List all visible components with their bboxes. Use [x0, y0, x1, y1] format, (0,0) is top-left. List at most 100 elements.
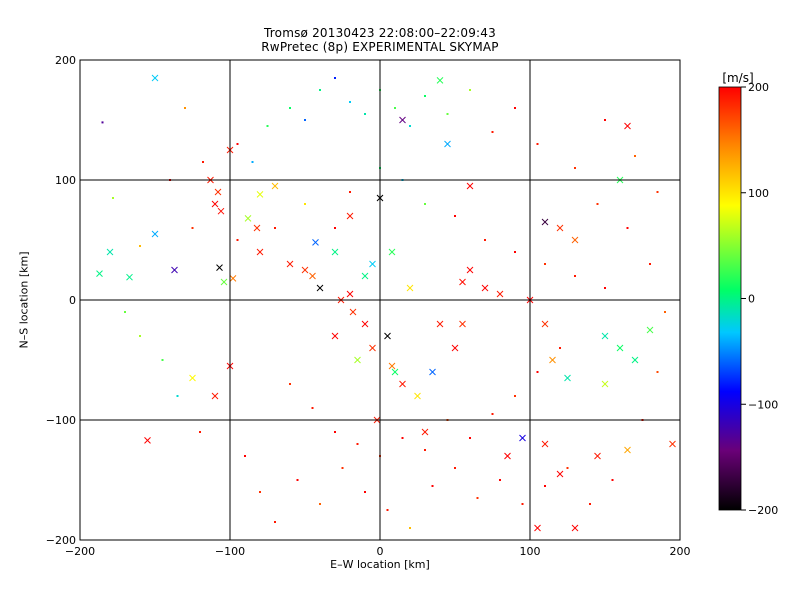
x-tick-label: −100	[215, 545, 245, 558]
data-point-cross	[388, 362, 396, 370]
data-point	[626, 227, 629, 229]
data-point	[311, 407, 314, 409]
data-point	[409, 527, 411, 529]
data-point-cross	[384, 332, 391, 340]
data-point	[161, 359, 164, 361]
data-point	[356, 443, 359, 445]
x-tick-label: 200	[670, 545, 691, 558]
data-point	[424, 203, 426, 205]
data-point	[289, 383, 291, 385]
data-point	[574, 275, 576, 277]
data-point-cross	[286, 260, 294, 268]
data-point-cross	[631, 356, 639, 364]
data-point-cross	[144, 437, 151, 444]
data-point	[274, 521, 276, 523]
data-point	[469, 89, 471, 91]
data-point-cross	[496, 290, 504, 298]
data-point-cross	[519, 434, 526, 442]
data-point-cross	[354, 356, 361, 364]
data-point-cross	[459, 278, 466, 286]
data-point	[334, 227, 336, 229]
data-point	[266, 125, 269, 127]
data-point	[656, 191, 659, 193]
data-point-cross	[549, 356, 556, 364]
data-point-cross	[349, 308, 357, 316]
data-point-cross	[541, 440, 549, 448]
colorbar-tick-label: 100	[748, 187, 769, 200]
data-point	[431, 485, 434, 487]
data-point	[334, 431, 336, 433]
data-point	[499, 479, 501, 481]
data-point-cross	[541, 218, 549, 226]
data-point	[596, 203, 599, 205]
data-point-cross	[388, 248, 396, 256]
data-point-cross	[436, 320, 444, 328]
data-point	[341, 467, 344, 469]
data-point	[244, 455, 246, 457]
y-tick-label: 0	[69, 294, 76, 307]
data-point	[409, 125, 411, 127]
data-point	[191, 227, 194, 229]
data-point-cross	[571, 236, 579, 244]
data-point	[124, 311, 126, 313]
data-point	[589, 503, 591, 505]
data-point	[199, 431, 201, 433]
data-point-cross	[556, 470, 564, 478]
data-point-cross	[244, 215, 252, 222]
colorbar-tick-label: −100	[748, 398, 778, 411]
data-point	[334, 77, 336, 79]
data-point-cross	[126, 273, 133, 281]
data-point-cross	[601, 380, 609, 388]
colorbar-tick-label: −200	[748, 504, 778, 517]
data-point-cross	[466, 266, 474, 274]
x-tick-label: 100	[520, 545, 541, 558]
data-point-cross	[616, 344, 624, 352]
data-point-cross	[564, 374, 571, 382]
data-point-cross	[459, 320, 466, 328]
data-point-cross	[316, 284, 324, 292]
data-point	[469, 437, 471, 439]
data-point-cross	[466, 182, 474, 190]
data-point-cross	[211, 392, 219, 400]
data-point	[656, 371, 659, 373]
data-point-cross	[171, 266, 178, 274]
data-point	[289, 107, 291, 109]
data-point	[611, 479, 614, 481]
data-point	[559, 347, 561, 349]
data-point	[349, 191, 351, 193]
data-point	[521, 503, 524, 505]
data-point-cross	[594, 452, 601, 460]
x-tick-label: 0	[377, 545, 384, 558]
data-point	[491, 131, 494, 133]
data-point-cross	[399, 116, 406, 124]
chart-subtitle: RwPretec (8p) EXPERIMENTAL SKYMAP	[261, 40, 499, 54]
data-point	[319, 89, 321, 91]
data-point	[536, 143, 539, 145]
data-point	[649, 263, 651, 265]
data-point	[454, 215, 456, 217]
data-point	[544, 263, 546, 265]
data-point	[574, 167, 576, 169]
data-point-cross	[541, 320, 549, 328]
colorbar-label: [m/s]	[722, 71, 754, 85]
y-tick-label: −200	[46, 534, 76, 547]
data-point	[184, 107, 186, 109]
data-point-cross	[211, 200, 219, 208]
data-point-cross	[601, 332, 609, 340]
data-point	[112, 197, 114, 199]
data-point-cross	[414, 392, 421, 400]
data-point-cross	[220, 278, 228, 286]
data-point-cross	[256, 248, 264, 256]
data-point-cross	[216, 264, 223, 271]
data-point	[514, 395, 516, 397]
data-point	[401, 437, 404, 439]
data-point	[139, 335, 141, 337]
data-point	[491, 413, 494, 415]
y-tick-label: −100	[46, 414, 76, 427]
data-point	[446, 113, 449, 115]
data-point-cross	[253, 224, 261, 232]
data-point-cross	[331, 248, 339, 256]
data-point	[304, 203, 306, 205]
